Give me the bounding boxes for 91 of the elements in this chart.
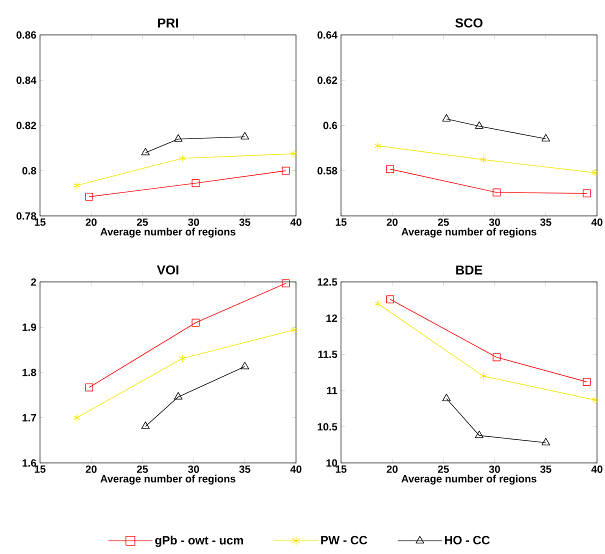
point	[282, 166, 290, 175]
y-tick-label: 0.84	[16, 76, 36, 84]
point	[141, 148, 150, 156]
point	[386, 165, 394, 174]
x-tick-label: 35	[239, 466, 250, 473]
y-tick-label: 0.8	[22, 167, 36, 174]
x-tick-label: 40	[591, 466, 602, 473]
point	[492, 188, 501, 196]
chart-title: BDE	[456, 266, 482, 274]
x-tick-label: 30	[188, 218, 199, 226]
point	[178, 154, 186, 162]
y-tick-label: 2	[31, 278, 36, 286]
chart-title: VOI	[156, 265, 178, 274]
y-tick-label: 11.5	[318, 350, 338, 358]
x-tick-label: 40	[591, 218, 602, 226]
x-tick-label: 35	[239, 218, 250, 226]
y-tick-label: 0.78	[16, 212, 36, 220]
x-tick-label: 15	[34, 218, 46, 226]
legend-label: gPb - owt - ucm	[155, 536, 243, 547]
x-tick-label: 35	[540, 218, 552, 226]
point	[290, 150, 298, 158]
y-tick-label: 10.5	[318, 423, 338, 430]
y-tick-label: 0.6	[323, 122, 338, 130]
x-tick-label: 20	[386, 466, 398, 473]
x-tick-label: 25	[136, 466, 148, 473]
legend-label: PW - CC	[321, 536, 368, 544]
x-tick-label: 15	[34, 466, 46, 473]
point	[178, 354, 186, 362]
x-axis-title: Average number of regions	[100, 228, 236, 238]
point	[592, 168, 598, 177]
legend-label: HO - CC	[445, 536, 490, 544]
x-tick-label: 20	[86, 218, 97, 226]
x-tick-label: 15	[336, 218, 347, 226]
point	[374, 300, 382, 308]
point	[192, 318, 200, 327]
point	[73, 414, 80, 422]
y-tick-label: 12	[326, 314, 338, 322]
point	[192, 179, 200, 188]
chart-title: PRI	[158, 18, 178, 28]
x-tick-label: 25	[136, 218, 148, 226]
y-tick-label: 0.58	[318, 167, 338, 174]
point	[582, 189, 591, 198]
x-tick-label: 30	[188, 466, 199, 473]
point	[492, 353, 501, 362]
point	[442, 114, 451, 122]
point	[592, 396, 598, 404]
chart-title: SCO	[455, 18, 482, 28]
point	[73, 182, 80, 190]
y-tick-label: 1.8	[22, 368, 36, 376]
point	[240, 132, 250, 140]
x-axis-title: Average number of regions	[401, 474, 536, 485]
y-tick-label: 11	[327, 386, 338, 394]
point	[480, 156, 487, 164]
y-tick-label: 12.5	[318, 278, 338, 286]
point	[85, 383, 94, 392]
point	[290, 326, 298, 334]
point	[442, 394, 451, 402]
point	[480, 372, 487, 380]
point	[582, 378, 591, 386]
x-tick-label: 35	[540, 466, 552, 473]
point	[85, 192, 94, 201]
x-tick-label: 20	[86, 466, 97, 473]
point	[542, 134, 550, 142]
point	[240, 362, 250, 370]
x-tick-label: 25	[438, 466, 449, 473]
point	[174, 134, 182, 142]
point	[282, 279, 290, 288]
point	[174, 392, 182, 400]
x-axis-title: Average number of regions	[401, 228, 536, 238]
y-tick-label: 0.64	[318, 31, 338, 39]
y-tick-label: 0.86	[16, 31, 36, 39]
point	[386, 295, 394, 304]
x-tick-label: 15	[336, 466, 347, 473]
x-tick-label: 30	[489, 466, 500, 473]
y-tick-label: 1.6	[22, 459, 36, 467]
point	[374, 142, 382, 150]
x-tick-label: 25	[438, 218, 449, 226]
y-tick-label: 1.9	[22, 324, 36, 331]
x-tick-label: 20	[386, 218, 398, 226]
y-tick-label: 0.62	[318, 76, 338, 84]
y-tick-label: 10	[326, 459, 338, 467]
x-tick-label: 40	[290, 218, 302, 226]
x-tick-label: 40	[290, 466, 302, 473]
point	[542, 438, 550, 446]
point	[475, 430, 484, 438]
point	[141, 421, 150, 429]
y-tick-label: 1.7	[22, 414, 36, 422]
x-tick-label: 30	[489, 218, 500, 226]
point	[475, 121, 484, 129]
x-axis-title: Average number of regions	[100, 474, 236, 485]
y-tick-label: 0.82	[16, 122, 36, 130]
